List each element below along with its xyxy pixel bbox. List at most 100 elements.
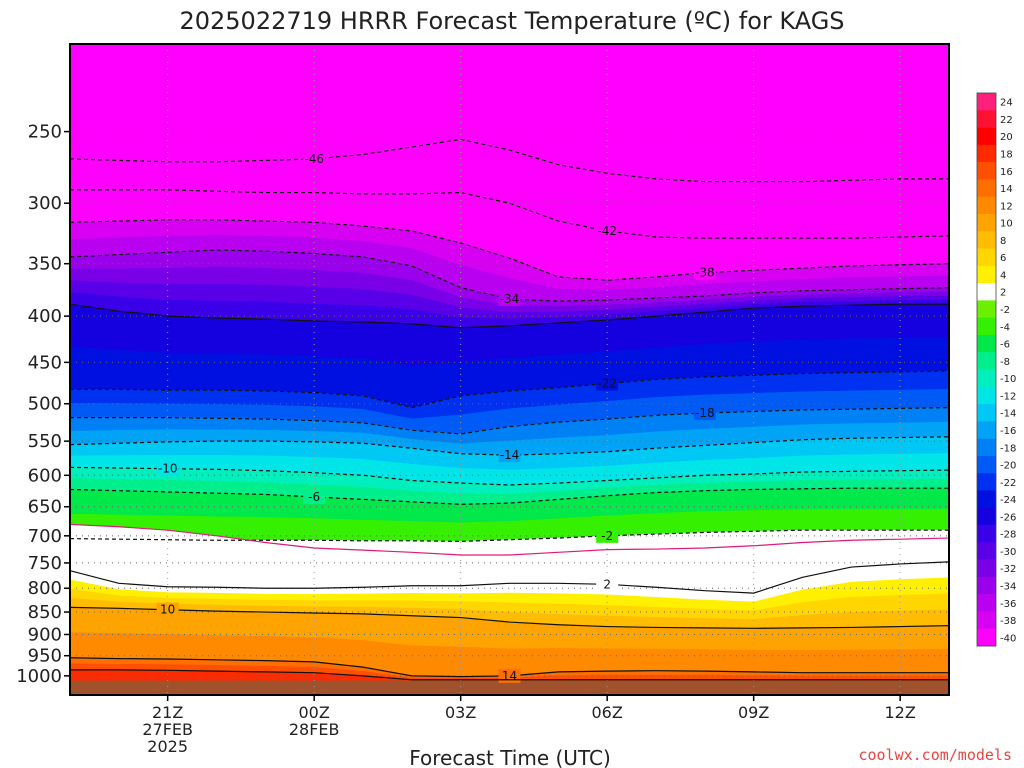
x-tick-label: 27FEB bbox=[142, 720, 193, 739]
colorbar-swatch bbox=[977, 594, 996, 612]
colorbar-label: -16 bbox=[1000, 426, 1016, 437]
plot-frame bbox=[69, 43, 950, 696]
colorbar-label: -32 bbox=[1000, 564, 1016, 575]
isotherm--38 bbox=[69, 219, 950, 281]
colorbar-label: 20 bbox=[1000, 132, 1013, 143]
y-tick-label: 850 bbox=[28, 602, 62, 623]
y-tick-label: 700 bbox=[28, 526, 62, 547]
x-tick-label: 28FEB bbox=[289, 720, 340, 739]
x-tick-label: 06Z bbox=[592, 703, 623, 722]
contour-label: -18 bbox=[695, 406, 715, 420]
contour-label-bg bbox=[303, 489, 326, 504]
contour-label-bg bbox=[596, 528, 619, 543]
colorbar-label: -2 bbox=[1000, 305, 1010, 316]
colorbar-label: 14 bbox=[1000, 184, 1013, 195]
colorbar-label: 18 bbox=[1000, 149, 1013, 160]
colorbar-label: -30 bbox=[1000, 547, 1016, 558]
contour-label: -42 bbox=[597, 224, 617, 238]
colorbar-swatch bbox=[977, 628, 996, 647]
colorbar-swatch bbox=[977, 611, 996, 630]
colorbar-swatch bbox=[977, 438, 996, 457]
colorbar-swatch bbox=[977, 352, 996, 370]
colorbar-swatch bbox=[977, 110, 996, 128]
colorbar-label: -22 bbox=[1000, 478, 1016, 489]
y-tick-label: 450 bbox=[28, 352, 62, 373]
isotherm-0 bbox=[69, 523, 950, 556]
ground-strip bbox=[70, 680, 949, 695]
colorbar-swatch bbox=[977, 455, 996, 474]
colorbar-label: -10 bbox=[1000, 374, 1016, 385]
contour-label: -46 bbox=[304, 152, 324, 166]
isotherm--22 bbox=[70, 370, 950, 409]
colorbar-label: 10 bbox=[1000, 219, 1013, 230]
contour-label-bg bbox=[693, 265, 716, 280]
isotherm--26 bbox=[69, 303, 949, 329]
temperature-bands bbox=[69, 43, 950, 696]
y-tick-label: 650 bbox=[28, 497, 62, 518]
colorbar-label: -4 bbox=[1000, 322, 1010, 333]
colorbar-swatch bbox=[977, 248, 996, 267]
colorbar-swatch bbox=[977, 507, 996, 526]
colorbar-label: 22 bbox=[1000, 115, 1013, 126]
site-credit[interactable]: coolwx.com/models bbox=[858, 746, 1012, 764]
contour-label-bg bbox=[596, 577, 619, 592]
colorbar-swatch bbox=[977, 283, 996, 301]
colorbar-swatch bbox=[977, 213, 996, 232]
isotherm-2 bbox=[69, 561, 950, 594]
pressure-axis: 2503003504004505005506006507007508008509… bbox=[16, 122, 70, 687]
colorbar-swatch bbox=[977, 196, 996, 215]
y-tick-label: 250 bbox=[28, 122, 62, 143]
isotherm--42 bbox=[70, 189, 950, 239]
y-tick-label: 600 bbox=[28, 465, 62, 486]
contour-label: -38 bbox=[695, 266, 715, 280]
y-tick-label: 750 bbox=[28, 553, 62, 574]
contour-label-bg bbox=[498, 292, 521, 307]
contour-label: -6 bbox=[308, 490, 320, 504]
isotherm-10 bbox=[69, 606, 950, 629]
colorbar-swatch bbox=[977, 179, 996, 197]
x-tick-label: 12Z bbox=[885, 703, 916, 722]
colorbar-swatch bbox=[977, 127, 996, 146]
colorbar-swatch bbox=[977, 421, 996, 439]
contour-label-bg bbox=[596, 376, 619, 391]
contour-label-bg bbox=[693, 406, 716, 421]
colorbar: 24 22 20 18 16 14 12 10 8 6 4 2 -2 -4 -6 -8 -10 -12 -14 -16… bbox=[976, 92, 1016, 647]
colorbar-label: -40 bbox=[1000, 633, 1016, 644]
colorbar-label: -34 bbox=[1000, 582, 1016, 593]
colorbar-label: -12 bbox=[1000, 391, 1016, 402]
colorbar-label: -24 bbox=[1000, 495, 1016, 506]
x-tick-label: 00Z bbox=[299, 703, 330, 722]
isotherm-18 bbox=[70, 669, 949, 681]
colorbar-label: 16 bbox=[1000, 167, 1013, 178]
colorbar-swatch bbox=[977, 559, 996, 578]
grid-lines bbox=[70, 44, 949, 695]
colorbar-label: 2 bbox=[1000, 288, 1006, 299]
contour-label: 14 bbox=[502, 669, 517, 683]
contour-label-bg bbox=[303, 151, 326, 166]
colorbar-label: 6 bbox=[1000, 253, 1006, 264]
colorbar-swatch bbox=[977, 231, 996, 249]
contour-label: 10 bbox=[160, 603, 175, 617]
colorbar-label: -26 bbox=[1000, 512, 1016, 523]
contour-label-bg bbox=[596, 223, 619, 238]
colorbar-swatch bbox=[977, 525, 996, 543]
y-tick-label: 1000 bbox=[16, 666, 62, 687]
y-tick-label: 400 bbox=[28, 306, 62, 327]
colorbar-swatch bbox=[977, 162, 996, 180]
colorbar-label: -14 bbox=[1000, 409, 1016, 420]
contour-label: -22 bbox=[597, 377, 617, 391]
colorbar-label: -28 bbox=[1000, 530, 1016, 541]
colorbar-swatch bbox=[977, 317, 996, 336]
colorbar-label: -18 bbox=[1000, 443, 1016, 454]
contour-label: -10 bbox=[158, 462, 178, 476]
colorbar-swatch bbox=[977, 265, 996, 284]
colorbar-label: -6 bbox=[1000, 340, 1010, 351]
x-tick-label: 03Z bbox=[445, 703, 476, 722]
contour-label: -14 bbox=[500, 448, 520, 462]
y-tick-label: 300 bbox=[28, 193, 62, 214]
colorbar-swatch bbox=[977, 542, 996, 560]
contour-label: -34 bbox=[500, 292, 520, 306]
